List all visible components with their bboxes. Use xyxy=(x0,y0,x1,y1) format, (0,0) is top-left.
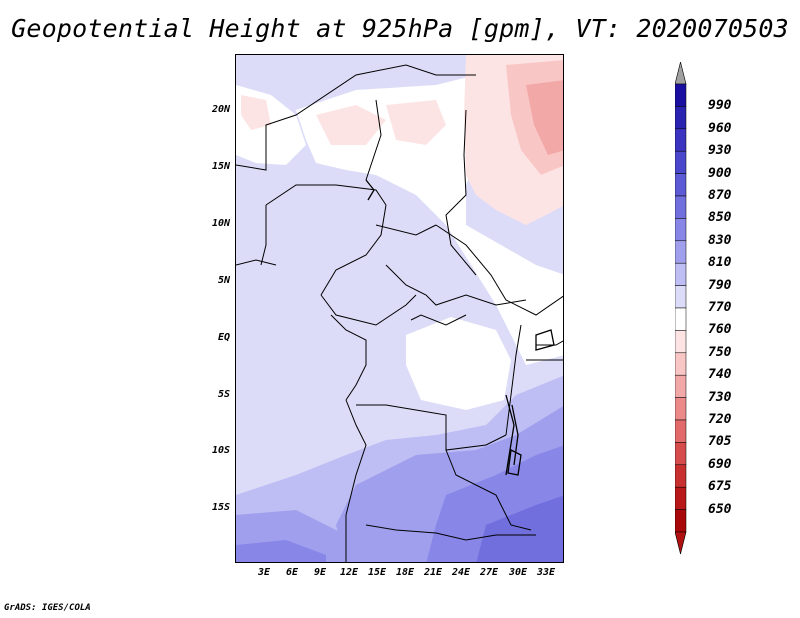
colorbar-segment xyxy=(675,464,687,488)
colorbar-segment xyxy=(675,330,687,354)
country-borders xyxy=(236,64,563,562)
lat-label: 15N xyxy=(211,161,230,172)
colorbar-label: 900 xyxy=(708,165,732,181)
colorbar xyxy=(675,62,687,555)
colorbar-segment xyxy=(675,262,687,286)
map-panel xyxy=(235,54,564,563)
lon-label: 27E xyxy=(479,567,499,578)
lon-label: 33E xyxy=(536,567,556,578)
lat-label: 15S xyxy=(211,502,230,513)
lat-label: 10N xyxy=(211,218,230,229)
colorbar-label: 650 xyxy=(708,501,732,517)
colorbar-segment xyxy=(675,285,687,309)
colorbar-label: 930 xyxy=(708,143,732,159)
colorbar-label: 690 xyxy=(708,456,732,472)
colorbar-label: 740 xyxy=(708,367,732,383)
colorbar-segment xyxy=(675,442,687,466)
colorbar-label: 870 xyxy=(708,188,732,203)
field-pink-core-deep xyxy=(526,80,563,155)
colorbar-label: 790 xyxy=(708,277,732,293)
lon-label: 30E xyxy=(508,567,528,578)
lon-label: 12E xyxy=(339,567,359,578)
field-white-congo xyxy=(406,317,511,410)
colorbar-label: 705 xyxy=(708,434,732,450)
lat-label: 5N xyxy=(217,275,230,286)
colorbar-segment xyxy=(675,509,687,533)
colorbar-segment xyxy=(675,83,687,107)
colorbar-segment xyxy=(675,195,687,219)
colorbar-segment xyxy=(675,106,687,130)
field-pink-west xyxy=(241,95,271,130)
lon-label: 15E xyxy=(367,567,387,578)
colorbar-label: 810 xyxy=(708,255,732,271)
lon-label: 6E xyxy=(285,567,299,578)
colorbar-label: 720 xyxy=(708,412,732,427)
lon-label: 21E xyxy=(423,567,443,578)
colorbar-segment xyxy=(675,486,687,510)
colorbar-segment xyxy=(675,240,687,264)
lat-label: 5S xyxy=(217,389,230,400)
lat-label: 10S xyxy=(211,445,230,456)
lakes xyxy=(365,179,555,476)
lon-label: 9E xyxy=(313,567,327,578)
lat-label: EQ xyxy=(217,332,230,343)
colorbar-bottom-arrow xyxy=(675,531,687,555)
field-purple-850-870 xyxy=(476,495,563,562)
lon-label: 24E xyxy=(451,567,471,578)
field-pink-north-1 xyxy=(316,105,386,145)
lat-label: 20N xyxy=(211,104,230,115)
map-canvas xyxy=(236,55,563,562)
colorbar-label: 750 xyxy=(708,344,732,360)
grads-credit: GrADS: IGES/COLA xyxy=(4,603,91,613)
colorbar-segment xyxy=(675,397,687,421)
colorbar-segment xyxy=(675,374,687,398)
lon-label: 3E xyxy=(257,567,271,578)
colorbar-top-arrow xyxy=(675,62,687,85)
field-purple-southwest-deep xyxy=(236,540,326,562)
colorbar-label: 760 xyxy=(708,322,732,338)
colorbar-segment xyxy=(675,419,687,443)
colorbar-label: 770 xyxy=(708,300,732,315)
lon-label: 18E xyxy=(395,567,415,578)
colorbar-segment xyxy=(675,218,687,242)
colorbar-label: 830 xyxy=(708,232,732,248)
colorbar-label: 730 xyxy=(708,389,732,405)
colorbar-segment xyxy=(675,352,687,376)
colorbar-label: 990 xyxy=(708,98,732,114)
chart-title: Geopotential Height at 925hPa [gpm], VT:… xyxy=(11,14,789,43)
colorbar-segment xyxy=(675,173,687,197)
colorbar-label: 960 xyxy=(708,120,732,136)
colorbar-segment xyxy=(675,307,687,331)
colorbar-label: 675 xyxy=(708,479,732,495)
field-white-sahel xyxy=(296,75,563,365)
colorbar-label: 850 xyxy=(708,210,732,226)
colorbar-segment xyxy=(675,128,687,152)
colorbar-segment xyxy=(675,150,687,174)
field-pink-north-2 xyxy=(386,100,446,145)
